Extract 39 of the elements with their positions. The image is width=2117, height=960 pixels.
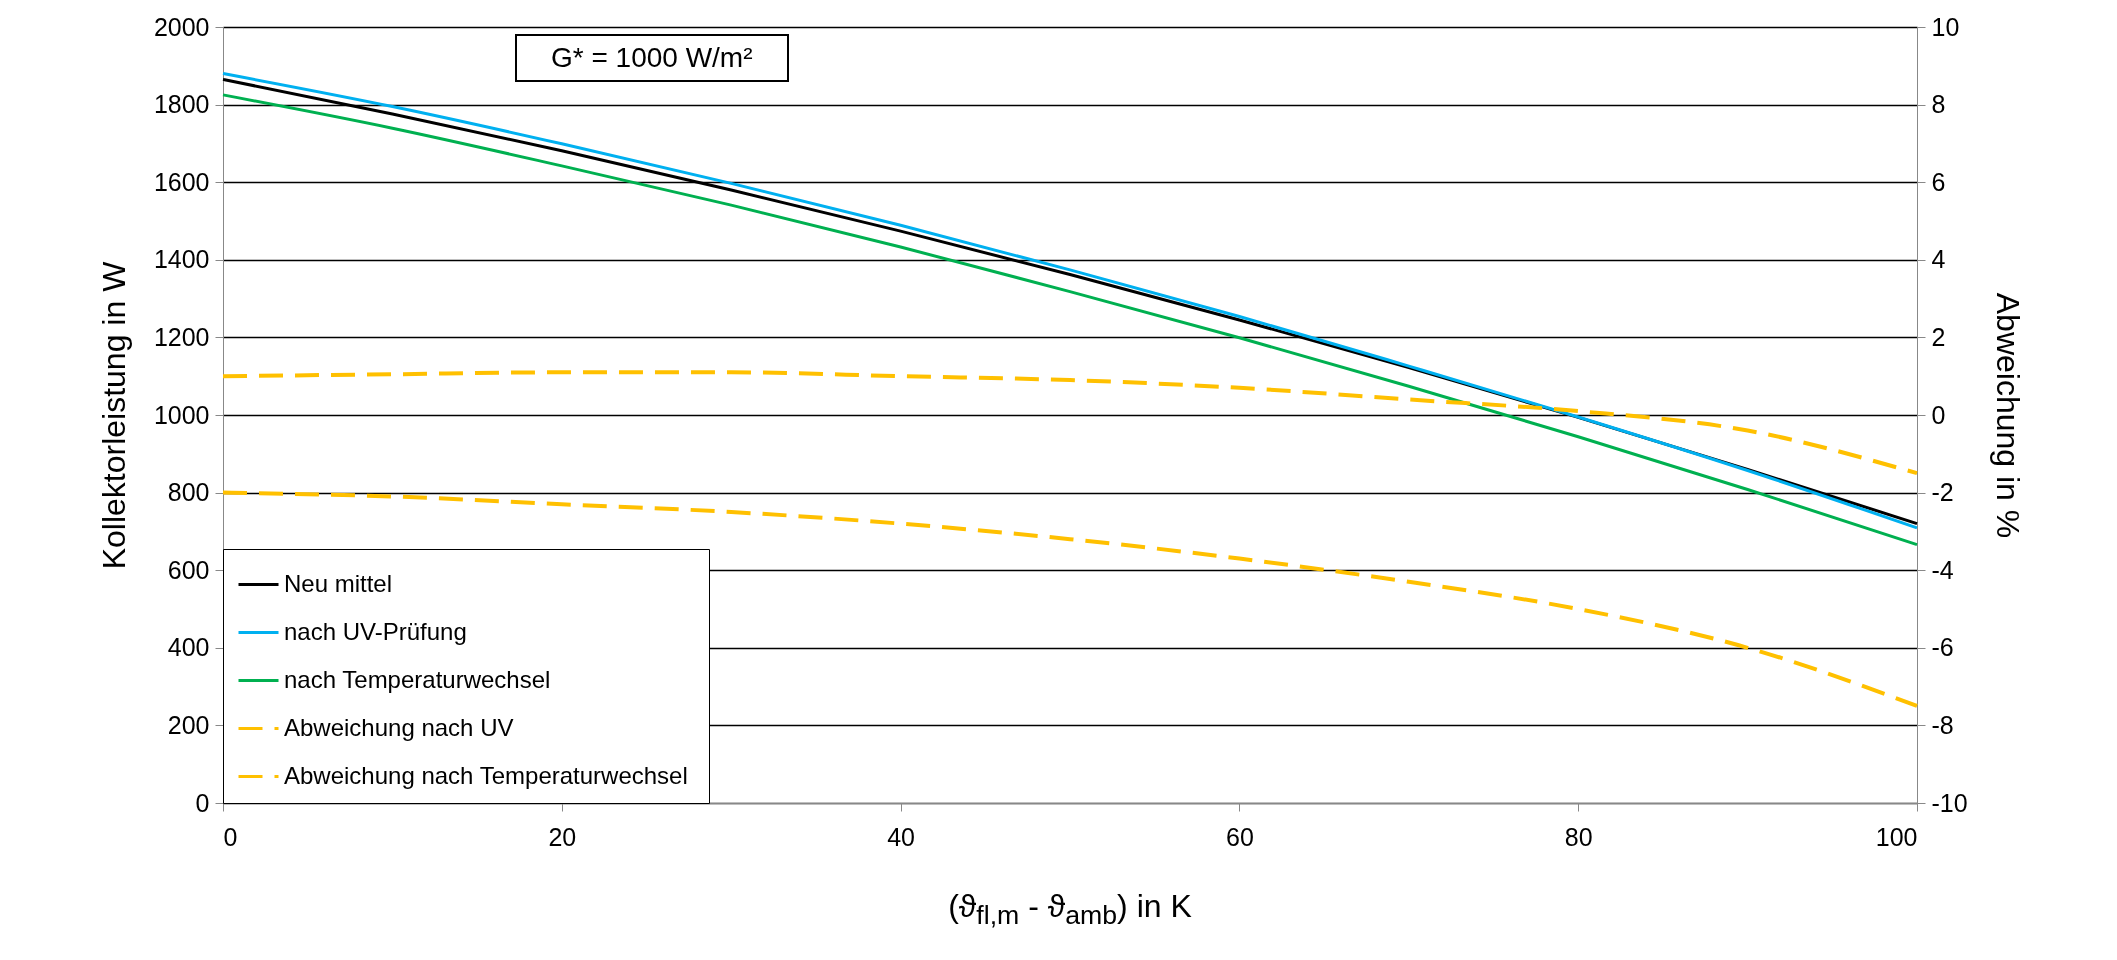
y-tick-label: 1800 — [153, 90, 210, 119]
x-tick-label: 40 — [887, 822, 916, 851]
y-tick-label: 1000 — [153, 400, 210, 429]
x-tick-label: 80 — [1564, 822, 1593, 851]
y2-tick-label: 8 — [1931, 90, 1946, 119]
legend-label: nach Temperaturwechsel — [284, 665, 551, 693]
y-tick-label: 0 — [195, 788, 210, 817]
y2-axis-title: Abweichung in % — [1989, 292, 2026, 539]
annotation: G* = 1000 W/m² — [515, 34, 789, 82]
legend-label: Abweichung nach UV — [284, 713, 514, 741]
legend-label: Abweichung nach Temperaturwechsel — [284, 761, 688, 789]
x-tick-label: 0 — [223, 822, 238, 851]
y-tick-label: 600 — [167, 555, 210, 584]
y2-tick-label: 0 — [1931, 400, 1946, 429]
y-axis-title: Kollektorleistung in W — [95, 260, 132, 570]
y2-tick-label: -10 — [1931, 788, 1968, 817]
legend-label: Neu mittel — [284, 569, 393, 597]
x-tick-label: 20 — [548, 822, 577, 851]
y-tick-label: 800 — [167, 478, 210, 507]
y2-tick-label: 2 — [1931, 322, 1946, 351]
legend-label: nach UV-Prüfung — [284, 617, 467, 645]
x-axis-title: (ϑ$_{fl,m}$ - ϑ$_{amb}$) in K — [947, 888, 1193, 932]
x-tick-label: 60 — [1225, 822, 1254, 851]
y2-tick-label: 10 — [1931, 12, 1960, 41]
y-tick-label: 200 — [167, 710, 210, 739]
y2-tick-label: -6 — [1931, 633, 1954, 662]
y-tick-label: 1200 — [153, 322, 210, 351]
y2-tick-label: -4 — [1931, 555, 1954, 584]
y-tick-label: 1400 — [153, 245, 210, 274]
line-series — [221, 370, 1919, 476]
y-tick-label: 1600 — [153, 167, 210, 196]
y2-tick-label: 4 — [1931, 245, 1946, 274]
y2-tick-label: 6 — [1931, 167, 1946, 196]
y2-tick-label: -8 — [1931, 710, 1954, 739]
x-tick-label: 100 — [1875, 822, 1918, 851]
y2-tick-label: -2 — [1931, 478, 1954, 507]
y-tick-label: 2000 — [153, 12, 210, 41]
line-series — [221, 490, 1919, 708]
y-tick-label: 400 — [167, 633, 210, 662]
